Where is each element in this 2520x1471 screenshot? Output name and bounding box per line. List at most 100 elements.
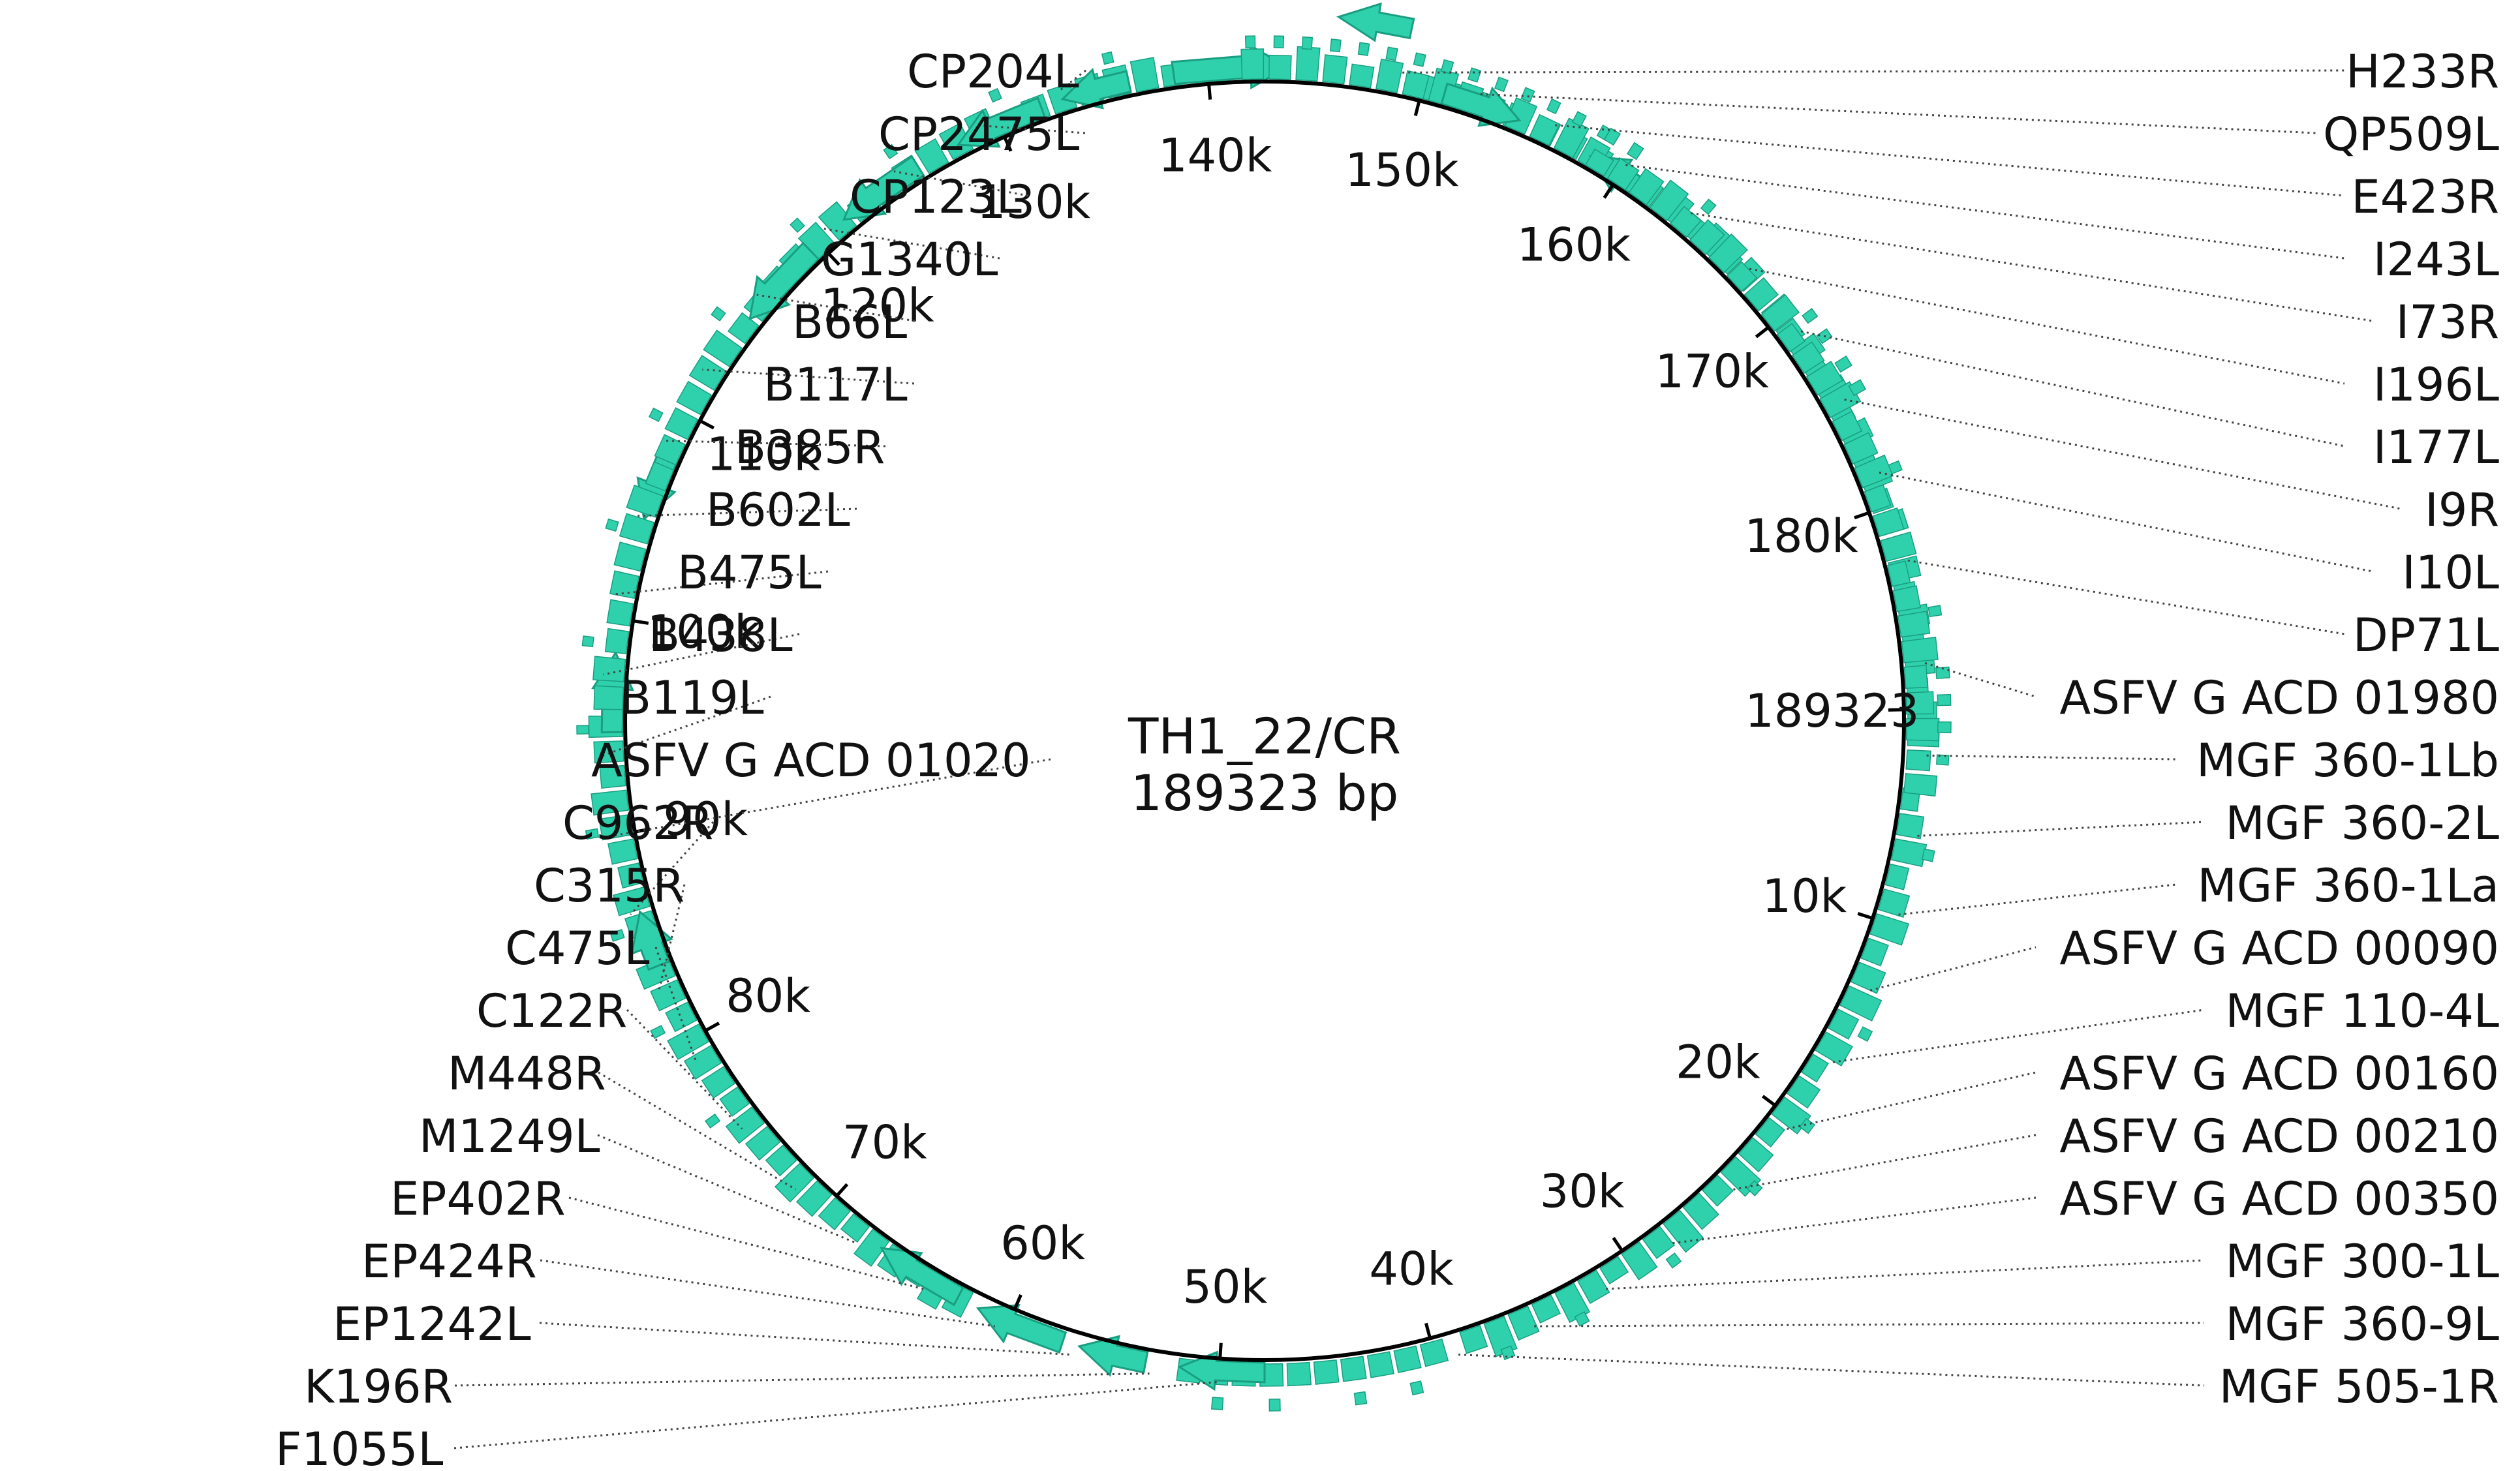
gene-feature-245: [1938, 722, 1951, 733]
gene-feature-148: [649, 408, 663, 421]
gene-feature-142: [620, 513, 654, 544]
gene-feature-189: [1330, 39, 1341, 52]
tick-mark: [1756, 327, 1768, 337]
gene-label-b475l: B475L: [677, 546, 822, 599]
tick-label: 60k: [1000, 1217, 1085, 1270]
gene-feature-80: [1421, 1339, 1449, 1367]
gene-label-b602l: B602L: [706, 483, 850, 537]
tick-mark: [1614, 1238, 1622, 1251]
gene-feature-184: [1269, 55, 1291, 80]
gene-feature-201: [1495, 77, 1508, 91]
gene-feature-81: [1394, 1346, 1421, 1372]
gene-feature-227: [1835, 356, 1852, 372]
gene-label-e423r: E423R: [2352, 170, 2499, 224]
tick-mark: [1762, 1096, 1775, 1105]
gene-label-cp2475l: CP2475L: [878, 108, 1079, 161]
gene-label-cp204l: CP204L: [907, 45, 1079, 99]
gene-label-asfv-g-acd-00210: ASFV G ACD 00210: [2059, 1110, 2499, 1163]
tick-label: 80k: [726, 969, 810, 1023]
gene-feature-89: [1269, 1399, 1280, 1411]
gene-feature-12: [1858, 1027, 1872, 1041]
gene-label-ep424r: EP424R: [361, 1235, 537, 1288]
gene-feature-191: [1359, 42, 1370, 55]
genome-length: 189323 bp: [1131, 764, 1399, 822]
gene-feature-62: [1928, 605, 1941, 616]
gene-feature-153: [711, 307, 726, 320]
gene-feature-85: [1355, 1392, 1367, 1405]
gene-feature-239: [1902, 637, 1939, 663]
gene-feature-138: [582, 636, 594, 646]
tick-mark: [837, 1184, 847, 1196]
gene-label-c475l: C475L: [505, 922, 649, 975]
gene-label-asfv-g-acd-00350: ASFV G ACD 00350: [2059, 1172, 2499, 1226]
gene-feature-3: [1892, 839, 1927, 866]
gene-label-i177l: I177L: [2373, 421, 2499, 474]
gene-feature-238: [1898, 611, 1930, 637]
gene-label-asfv-g-acd-01020: ASFV G ACD 01020: [591, 734, 1031, 787]
tick-mark: [700, 421, 714, 428]
tick-mark: [705, 1023, 719, 1031]
gene-arrow-181: [1338, 4, 1413, 40]
gene-feature-192: [1376, 59, 1404, 93]
tick-label: 180k: [1745, 509, 1859, 563]
gene-feature-82: [1410, 1381, 1423, 1395]
gene-label-g1340l: G1340L: [821, 233, 998, 286]
leader-line: [1801, 331, 2344, 446]
gene-label-ep1242l: EP1242L: [333, 1297, 531, 1351]
leader-line: [1899, 885, 2176, 915]
gene-feature-195: [1414, 53, 1426, 67]
leader-line: [1879, 472, 2373, 571]
tick-label: 30k: [1540, 1164, 1625, 1218]
gene-label-mgf-505-1r: MGF 505-1R: [2219, 1360, 2499, 1414]
gene-label-c122r: C122R: [476, 984, 627, 1038]
gene-label-i196l: I196L: [2373, 358, 2499, 412]
gene-label-h233r: H233R: [2346, 45, 2499, 99]
gene-label-b66l: B66L: [792, 296, 907, 349]
tick-label: 70k: [842, 1116, 927, 1170]
gene-feature-143: [606, 519, 619, 532]
gene-label-i9r: I9R: [2425, 483, 2499, 537]
leader-line: [1787, 1072, 2036, 1129]
gene-feature-193: [1386, 47, 1398, 61]
leader-line: [1870, 947, 2036, 990]
gene-label-ep402r: EP402R: [390, 1172, 566, 1226]
leader-line: [1458, 1355, 2204, 1386]
tick-label: 50k: [1183, 1260, 1268, 1314]
genome-name: TH1_22/CR: [1128, 707, 1401, 765]
gene-feature-84: [1341, 1356, 1366, 1381]
gene-feature-139: [607, 599, 633, 626]
gene-feature-185: [1274, 36, 1283, 48]
gene-label-mgf-360-2l: MGF 360-2L: [2225, 796, 2499, 850]
gene-feature-237: [1894, 586, 1921, 611]
gene-feature-39: [1701, 199, 1716, 214]
leader-line: [1845, 399, 2401, 509]
gene-feature-215: [1627, 143, 1644, 160]
gene-label-mgf-110-4l: MGF 110-4L: [2225, 984, 2499, 1038]
gene-feature-130: [577, 725, 589, 734]
leader-line: [1908, 560, 2344, 634]
gene-label-dp71l: DP71L: [2353, 609, 2499, 662]
gene-feature-183: [1246, 36, 1255, 48]
gene-label-f1055l: F1055L: [275, 1423, 443, 1468]
gene-label-qp509l: QP509L: [2323, 108, 2499, 161]
leader-line: [1534, 1323, 2204, 1326]
gene-feature-190: [1349, 64, 1374, 87]
gene-feature-70: [1904, 774, 1937, 796]
gene-feature-86: [1314, 1360, 1339, 1384]
gene-label-cp123l: CP123L: [850, 170, 1022, 224]
gene-feature-92: [1212, 1397, 1223, 1410]
tick-mark: [1415, 100, 1419, 115]
gene-feature-140: [610, 571, 639, 598]
gene-label-c962r: C962R: [562, 796, 713, 850]
gene-feature-68: [1906, 750, 1931, 771]
gene-label-asfv-g-acd-00090: ASFV G ACD 00090: [2059, 922, 2499, 975]
gene-feature-188: [1323, 55, 1347, 84]
tick-mark: [633, 621, 649, 624]
gene-label-k196r: K196R: [304, 1360, 453, 1414]
gene-label-mgf-360-1lb: MGF 360-1Lb: [2196, 734, 2499, 787]
gene-label-b117l: B117L: [763, 358, 908, 412]
gene-label-mgf-360-9l: MGF 360-9L: [2225, 1297, 2499, 1351]
leader-line: [454, 1382, 1218, 1448]
tick-label: 189323: [1745, 684, 1919, 738]
